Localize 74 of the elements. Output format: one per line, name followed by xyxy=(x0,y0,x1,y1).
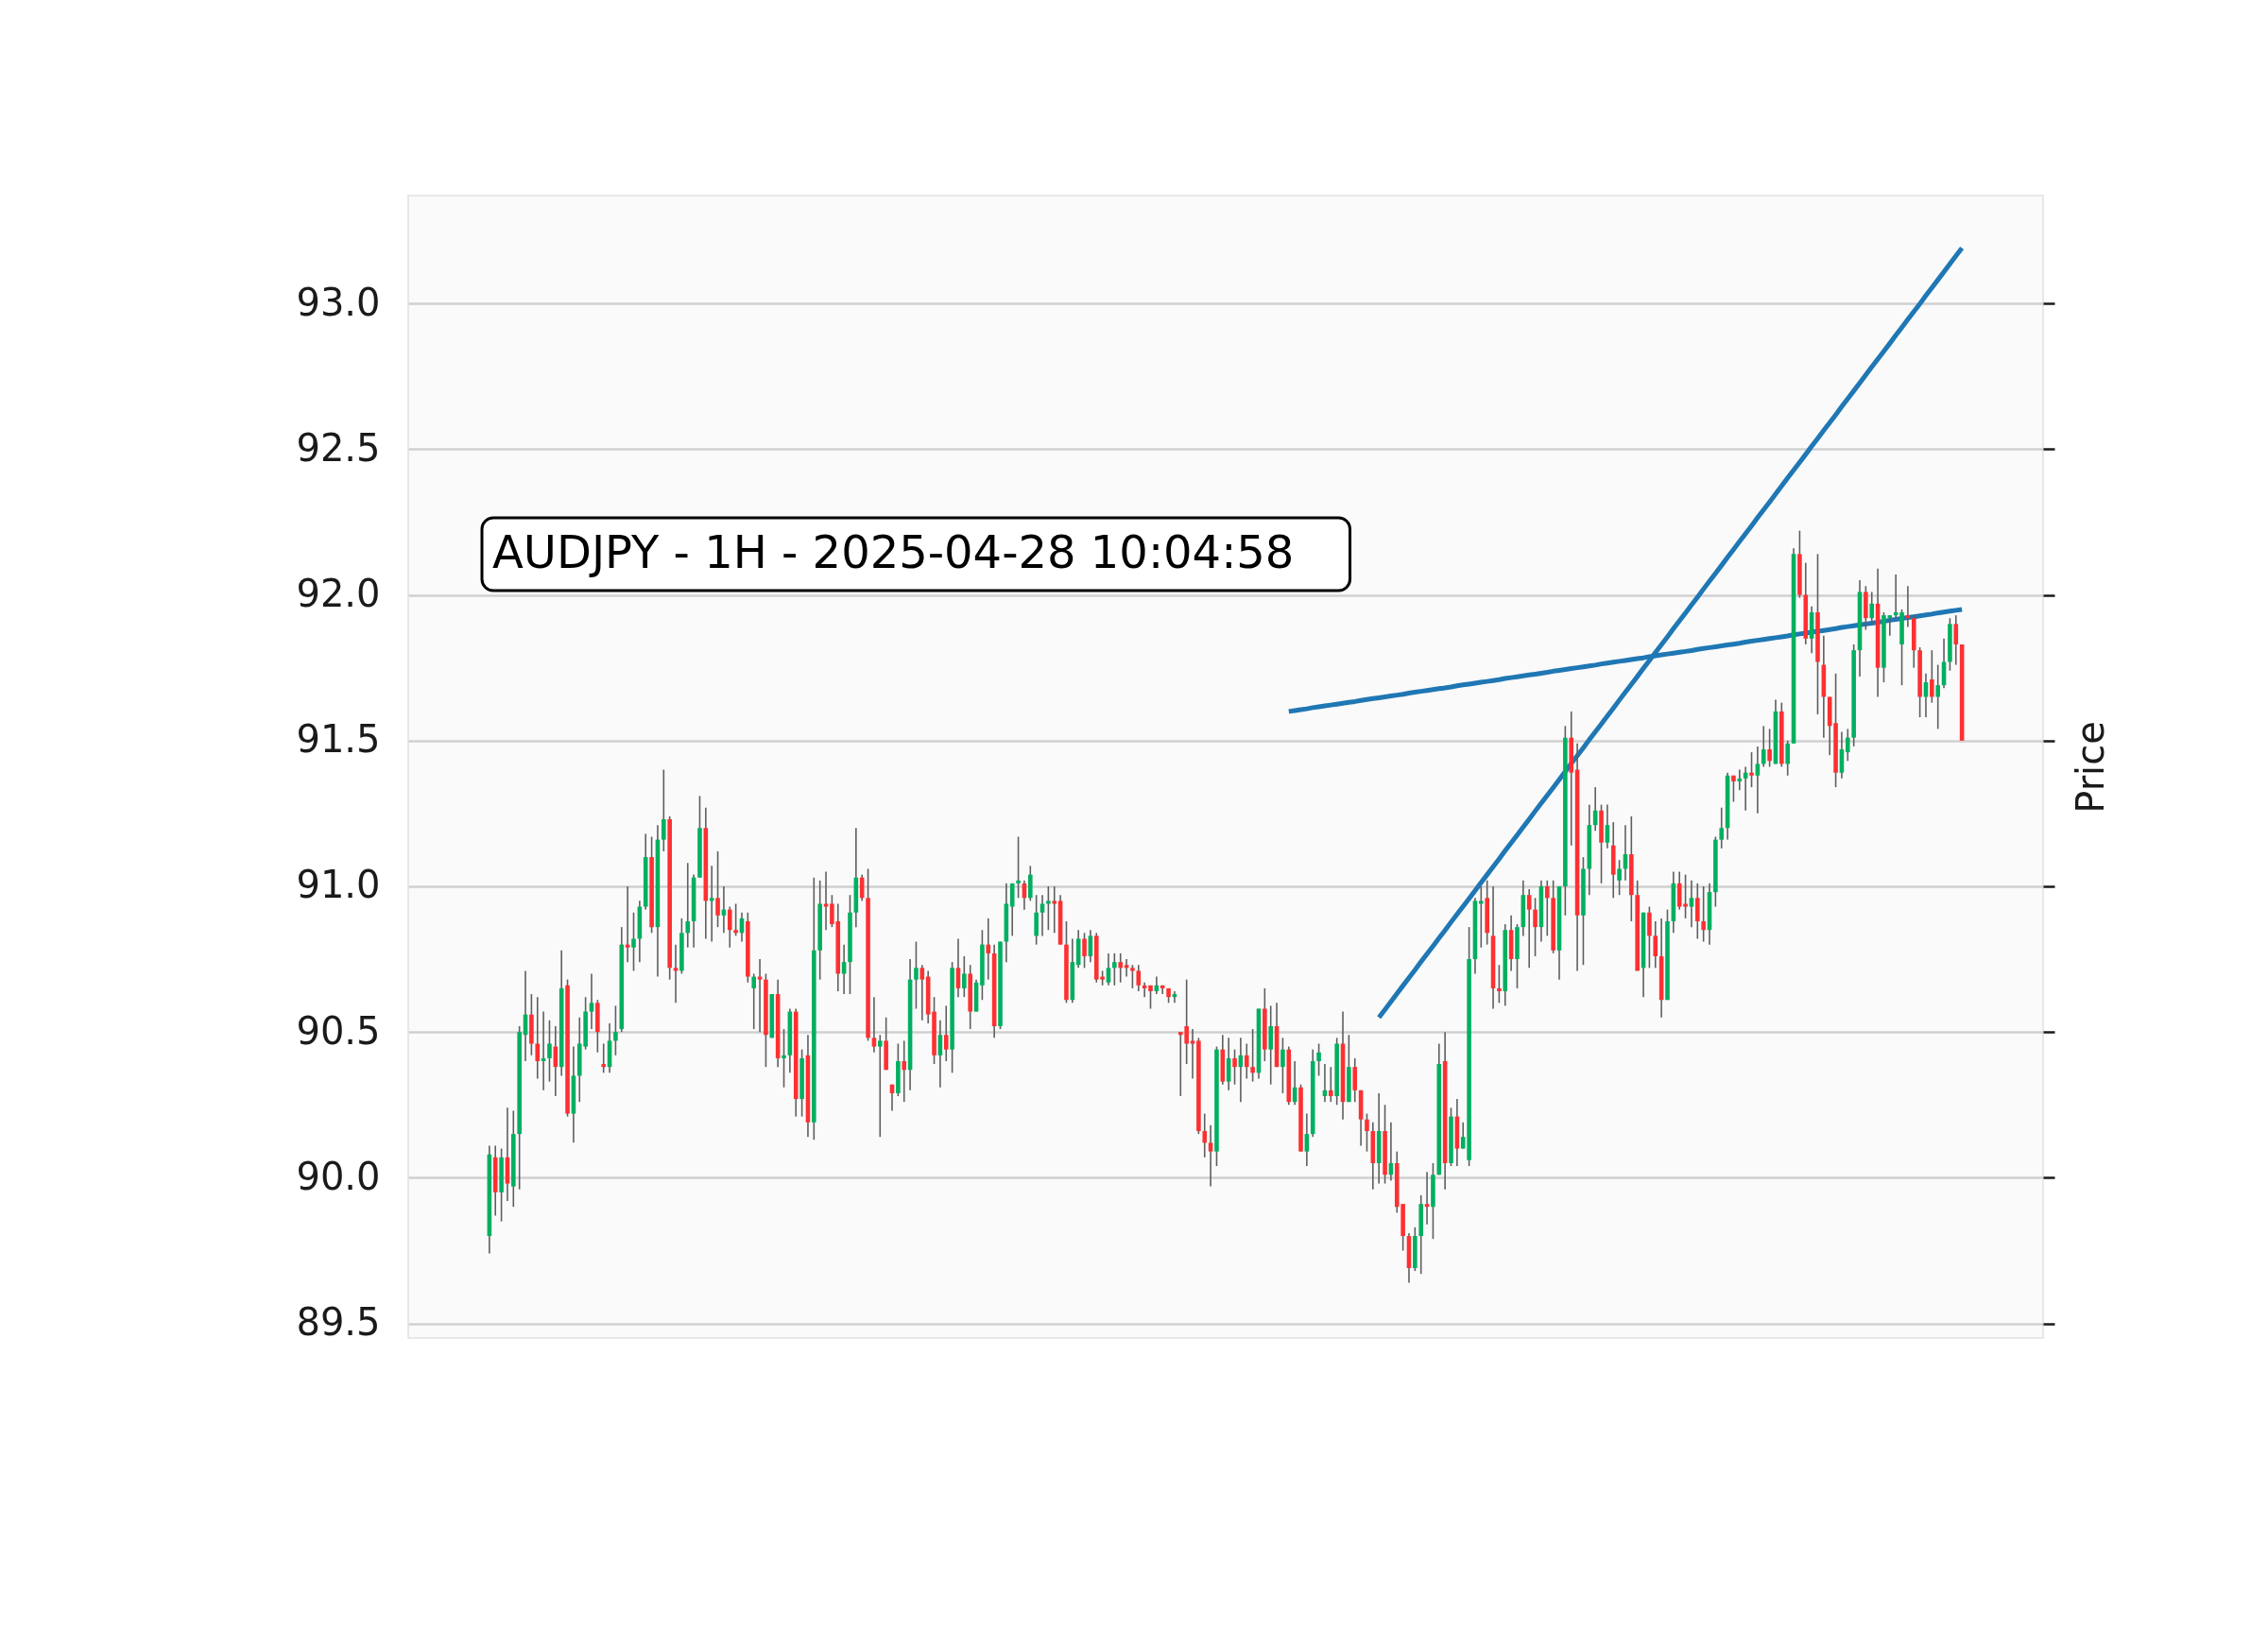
y-tick-label: 91.0 xyxy=(296,863,381,907)
candlestick xyxy=(1689,879,1694,928)
candlestick xyxy=(1953,614,1959,666)
candlestick xyxy=(1526,888,1532,969)
y-tick-label: 92.5 xyxy=(296,425,381,470)
candlestick xyxy=(662,768,666,852)
candlestick xyxy=(1316,1042,1321,1077)
candlestick xyxy=(1106,952,1111,987)
candlestick xyxy=(1701,885,1706,943)
candlestick xyxy=(1112,952,1117,987)
candlestick xyxy=(1046,885,1051,932)
candlestick xyxy=(1845,728,1850,763)
candlestick xyxy=(751,972,757,1030)
candlestick xyxy=(1136,964,1142,992)
candlestick xyxy=(1785,739,1790,777)
y-tick-label: 90.0 xyxy=(296,1154,381,1198)
candlestick xyxy=(1202,1112,1208,1158)
candlestick xyxy=(1731,774,1736,803)
candlestick xyxy=(1930,649,1934,704)
candlestick xyxy=(823,870,829,932)
candlestick xyxy=(715,850,720,928)
candlestick xyxy=(1365,1112,1369,1153)
candlestick xyxy=(1617,859,1622,896)
candlestick xyxy=(914,940,919,1010)
candlestick xyxy=(1479,885,1484,949)
candlestick xyxy=(943,1004,949,1062)
candlestick xyxy=(1130,964,1135,989)
candlestick xyxy=(1280,1037,1285,1094)
y-tick-label: 89.5 xyxy=(296,1300,381,1345)
candlestick xyxy=(1208,1124,1213,1188)
candlestick xyxy=(1749,751,1754,788)
candlestick xyxy=(601,1042,607,1074)
text: AUDJPY - 1H - 2025-04-28 10:04:58 xyxy=(492,525,1295,578)
candlestick xyxy=(1329,1066,1333,1103)
candlestick xyxy=(631,911,636,972)
y-tick-label: 92.0 xyxy=(296,572,381,616)
candlestick xyxy=(1653,920,1658,969)
candlestick xyxy=(919,964,925,1021)
candlestick xyxy=(733,902,738,937)
candlestick xyxy=(547,1020,552,1083)
candlestick xyxy=(1533,897,1538,957)
candlestick xyxy=(962,955,967,998)
candlestick xyxy=(727,905,732,949)
candlestick xyxy=(1497,964,1502,1004)
candlestick xyxy=(1118,952,1123,984)
candlestick xyxy=(535,996,541,1080)
candlestick xyxy=(986,918,991,981)
candlestick xyxy=(613,1004,618,1056)
candlestick xyxy=(1761,725,1766,768)
candlestick xyxy=(1244,1042,1249,1080)
candlestick xyxy=(1082,932,1087,969)
candlestick xyxy=(902,1039,907,1103)
candlestick xyxy=(1232,1048,1237,1086)
candlestick xyxy=(1755,746,1761,815)
candlestick xyxy=(1040,894,1045,937)
candlestick xyxy=(1767,728,1772,768)
candlestick xyxy=(1148,985,1153,1010)
candlestick xyxy=(1935,663,1940,730)
candlestick xyxy=(685,862,691,949)
candlestick xyxy=(1869,591,1875,626)
candlestick xyxy=(877,1034,883,1138)
candlestick xyxy=(1016,835,1021,900)
candlestick xyxy=(859,873,865,902)
candlestick xyxy=(589,972,594,1030)
candlestick xyxy=(1250,1028,1255,1083)
candlestick xyxy=(1052,885,1057,935)
y-axis-title: Price xyxy=(2068,721,2112,814)
y-tick-label: 90.5 xyxy=(296,1008,381,1053)
candlestick xyxy=(1544,879,1550,937)
candlestick xyxy=(782,1028,786,1089)
y-tick-label: 93.0 xyxy=(296,280,381,324)
candlestick xyxy=(1719,806,1725,849)
candlestick xyxy=(871,996,877,1054)
y-tick-label: 91.5 xyxy=(296,717,381,762)
